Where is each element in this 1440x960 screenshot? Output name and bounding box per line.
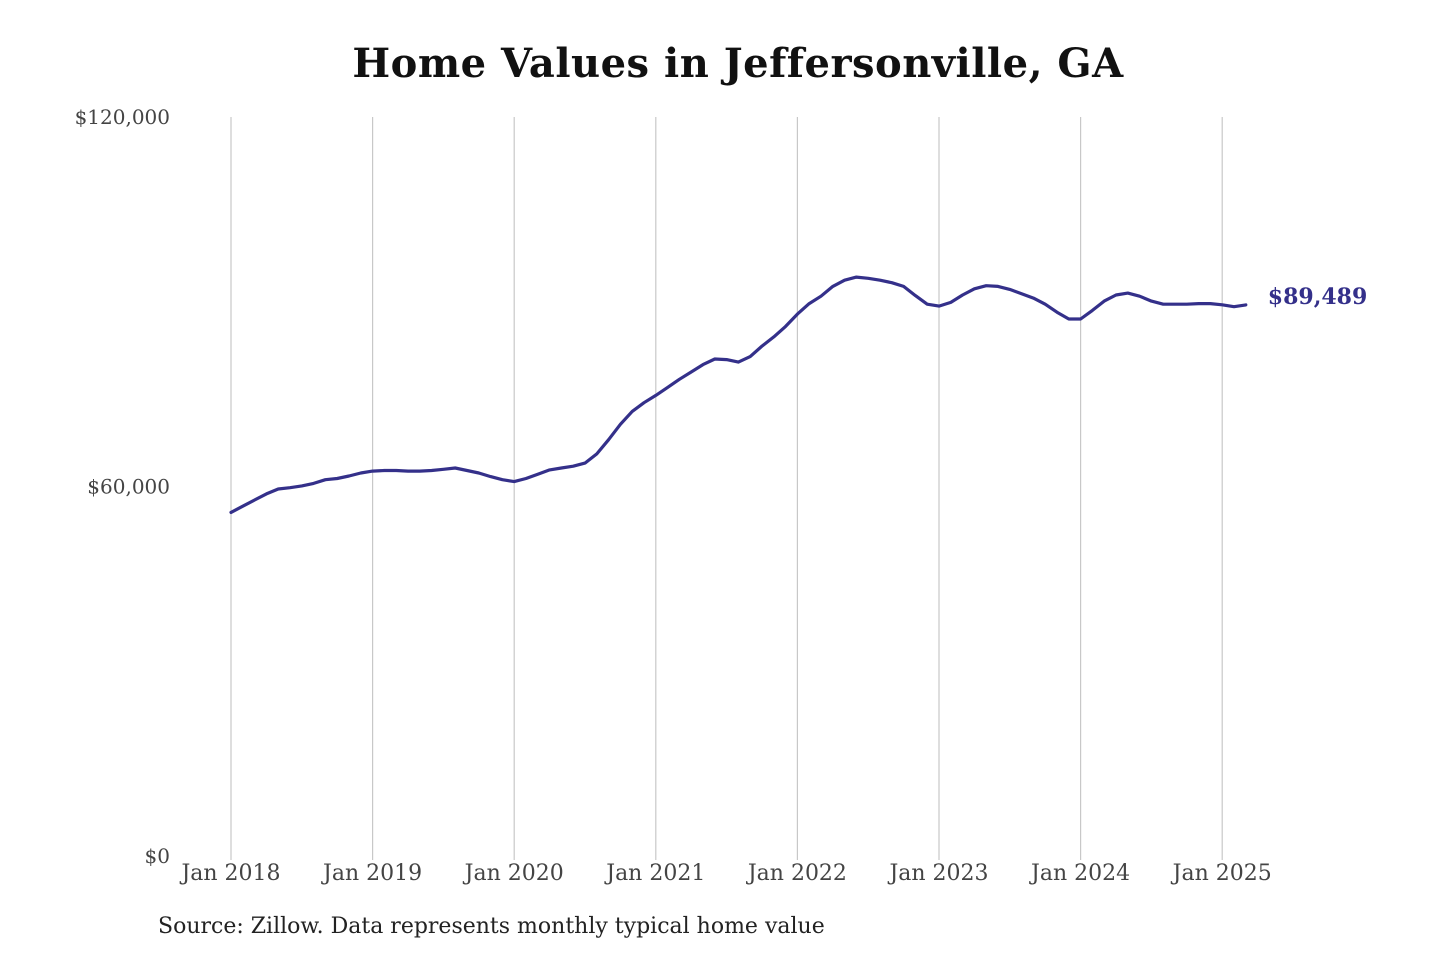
source-note: Source: Zillow. Data represents monthly … xyxy=(158,914,825,939)
series-layer xyxy=(229,275,1248,514)
x-tick-label: Jan 2025 xyxy=(1171,861,1272,886)
y-tick-label: $0 xyxy=(145,844,170,868)
chart-title: Home Values in Jeffersonville, GA xyxy=(352,40,1124,87)
x-tick-label: Jan 2019 xyxy=(321,861,422,886)
series-line xyxy=(229,275,1248,514)
x-axis: Jan 2018 Jan 2019 Jan 2020 Jan 2021 Jan 2022… xyxy=(179,861,1271,886)
x-tick-label: Jan 2020 xyxy=(463,861,564,886)
x-tick-label: Jan 2024 xyxy=(1029,861,1130,886)
x-tick-label: Jan 2021 xyxy=(604,861,705,886)
x-tick-label: Jan 2022 xyxy=(746,861,847,886)
y-tick-label: $120,000 xyxy=(75,105,170,129)
x-tick-label: Jan 2018 xyxy=(179,861,280,886)
x-tick-label: Jan 2023 xyxy=(887,861,988,886)
end-label-layer: $89,489 xyxy=(1268,284,1368,310)
end-value-label: $89,489 xyxy=(1268,284,1368,310)
grid-lines xyxy=(230,117,1223,860)
y-axis: $0 $60,000 $120,000 xyxy=(75,105,170,868)
y-tick-label: $60,000 xyxy=(87,475,170,499)
